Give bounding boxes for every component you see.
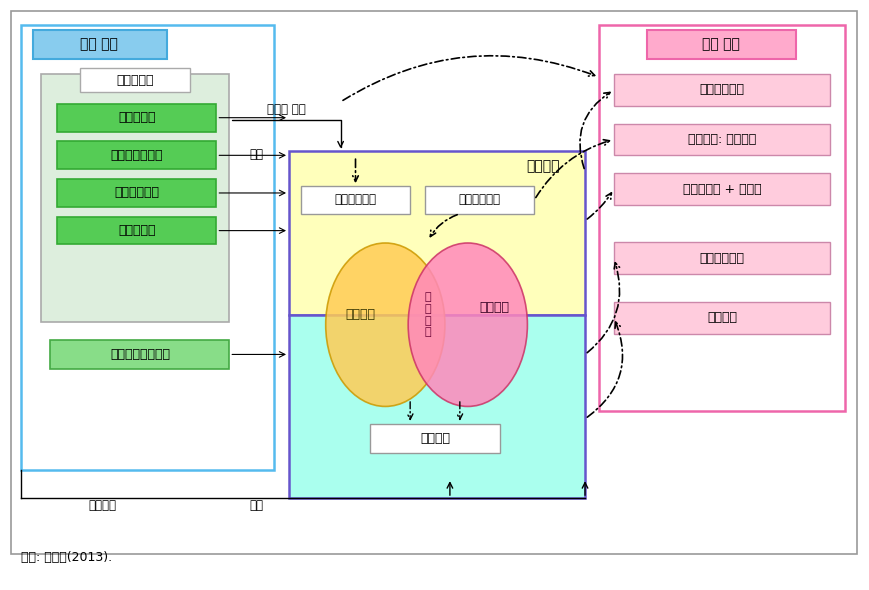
- Text: 지급: 지급: [249, 499, 262, 512]
- Text: 정신건강팀: 정신건강팀: [118, 111, 156, 124]
- Text: 국민건강보험공단: 국민건강보험공단: [109, 348, 169, 361]
- Bar: [614, 302, 830, 333]
- Text: 기준설정: 기준설정: [88, 499, 116, 512]
- Text: 기초의료보장팀: 기초의료보장팀: [110, 149, 163, 162]
- Bar: [614, 74, 830, 106]
- Text: 의료급여: 의료급여: [706, 312, 736, 325]
- Text: 보험급여팀: 보험급여팀: [118, 224, 156, 237]
- Bar: [370, 424, 499, 454]
- Text: 국민건강보험: 국민건강보험: [699, 252, 744, 265]
- Text: 건강증진기금: 건강증진기금: [699, 83, 744, 96]
- Bar: [289, 152, 584, 315]
- Text: 건강보험: 건강보험: [479, 301, 509, 314]
- Text: 서비스 전반: 서비스 전반: [266, 103, 305, 116]
- Text: 정신보건센터: 정신보건센터: [334, 194, 376, 206]
- Bar: [614, 242, 830, 274]
- Text: 의료급여: 의료급여: [345, 309, 375, 322]
- Text: 장애수당: 국고보조: 장애수당: 국고보조: [687, 133, 755, 146]
- Text: 보건복지부: 보건복지부: [116, 74, 154, 87]
- Bar: [21, 25, 274, 470]
- Text: 사회복귀시설: 사회복귀시설: [458, 194, 501, 206]
- Bar: [41, 74, 229, 322]
- Bar: [425, 186, 534, 214]
- Bar: [57, 104, 216, 132]
- Text: 지급: 지급: [249, 148, 263, 161]
- Bar: [57, 217, 216, 244]
- Bar: [598, 25, 845, 411]
- Ellipse shape: [408, 243, 527, 407]
- Bar: [32, 30, 167, 59]
- Bar: [614, 173, 830, 205]
- Text: 자료: 강상경(2013).: 자료: 강상경(2013).: [21, 551, 111, 564]
- Text: 의료기관: 의료기관: [420, 432, 449, 445]
- Bar: [80, 68, 189, 92]
- Bar: [646, 30, 795, 59]
- Bar: [301, 186, 409, 214]
- Bar: [614, 124, 830, 155]
- Ellipse shape: [325, 243, 444, 407]
- Bar: [57, 142, 216, 169]
- Text: 지역사회: 지역사회: [526, 159, 560, 173]
- Text: 장애인정책팀: 장애인정책팀: [115, 186, 159, 199]
- Bar: [289, 315, 584, 498]
- Bar: [57, 179, 216, 207]
- Text: 장
애
등
록: 장 애 등 록: [424, 293, 431, 337]
- Bar: [50, 340, 229, 369]
- Text: 분권교부세 + 지방비: 분권교부세 + 지방비: [682, 182, 760, 195]
- Text: 재원 조달: 재원 조달: [701, 37, 740, 51]
- Text: 관리 부서: 관리 부서: [80, 37, 118, 51]
